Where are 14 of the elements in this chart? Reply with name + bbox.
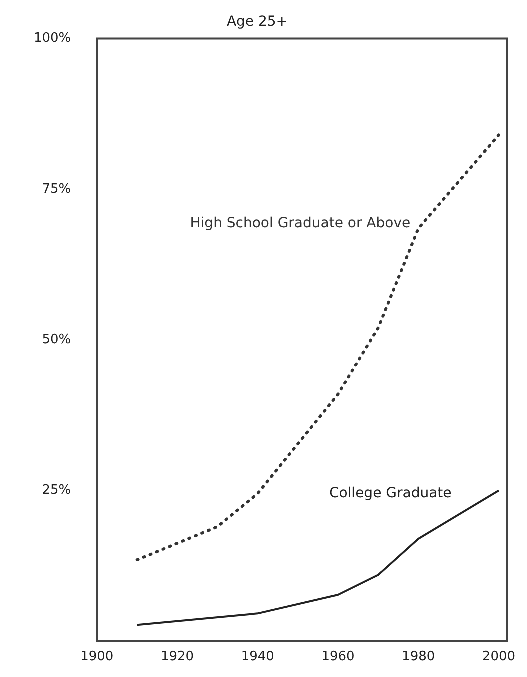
y-tick-label: 75% (42, 182, 72, 197)
x-tick-label: 1940 (241, 650, 274, 665)
x-tick-label: 1900 (80, 650, 114, 665)
x-tick-label: 2000 (482, 650, 516, 665)
x-tick-label: 1920 (160, 650, 194, 665)
series-label: High School Graduate or Above (190, 215, 411, 232)
x-tick-label: 1980 (402, 650, 436, 665)
y-tick-label: 100% (34, 31, 72, 46)
x-tick-label: 1960 (322, 650, 355, 665)
line-series (136, 134, 500, 562)
y-tick-label: 25% (42, 483, 72, 498)
y-tick-label: 50% (42, 332, 72, 348)
chart-title: Age 25+ (226, 14, 288, 30)
series-label: College Graduate (329, 486, 452, 502)
